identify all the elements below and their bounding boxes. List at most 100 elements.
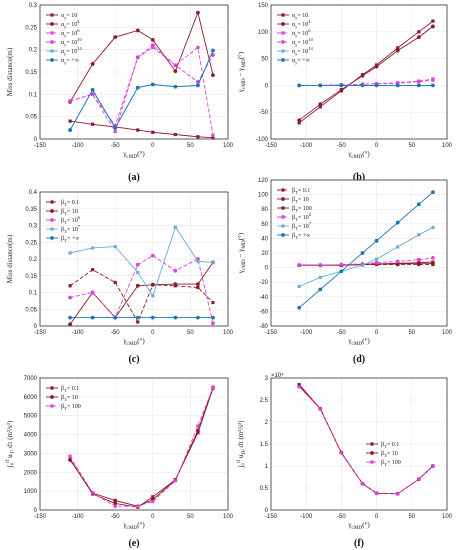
data-point [211, 260, 215, 264]
plot-frame [39, 4, 229, 140]
legend-swatch-marker [281, 197, 285, 201]
chart-panel-e: -150 -100 -50 0 50 10001000200030004000500060… [4, 376, 234, 549]
data-point [318, 83, 323, 88]
y-axis-label: γcMD​ − γMD​(°) [237, 232, 247, 274]
data-point [196, 282, 200, 287]
data-point [417, 30, 421, 34]
x-axis-label: γcMD​(°) [122, 150, 145, 160]
x-tick-label: -50 [111, 514, 120, 520]
data-point [173, 225, 177, 229]
legend-label: αy​= 104​ [292, 19, 311, 29]
data-point [90, 62, 95, 66]
legend-label: βT​= 0.1 [61, 200, 79, 207]
data-point [150, 253, 155, 258]
series-line-1 [298, 26, 434, 121]
x-tick-label: -100 [72, 330, 85, 336]
legend-label: βT​= +∞ [61, 236, 79, 243]
x-tick-label: -50 [337, 143, 346, 149]
y-tick-label: 4000 [24, 433, 38, 439]
x-tick-label: 50 [408, 330, 415, 336]
data-point [196, 259, 200, 263]
series-line-1 [69, 387, 214, 507]
x-tick-label: -100 [72, 143, 85, 149]
data-point [211, 315, 215, 320]
legend-swatch-marker [370, 442, 374, 446]
x-tick-label: -50 [111, 330, 120, 336]
data-point [68, 284, 72, 288]
y-tick-label: -60 [259, 309, 268, 315]
data-point [416, 79, 421, 84]
data-point [113, 501, 117, 505]
series-line-1 [69, 11, 214, 103]
y-tick-label: 2000 [24, 470, 38, 476]
data-point [135, 283, 140, 288]
y-tick-label: 3 [265, 376, 269, 382]
data-point [136, 504, 140, 508]
data-point [431, 464, 435, 468]
data-point [113, 245, 117, 249]
y-axis-label: ∫₀tf​ uT²​ dτ (m²/s³) [4, 420, 16, 468]
legend-swatch-marker [50, 58, 54, 62]
y-tick-label: 0.25 [25, 25, 37, 31]
y-tick-label: 7000 [24, 376, 38, 382]
y-tick-label: 0 [265, 266, 269, 272]
data-point [395, 259, 400, 264]
series-line-4 [299, 227, 434, 287]
data-point [395, 220, 400, 225]
x-tick-label: 100 [442, 514, 453, 520]
legend-swatch-marker [50, 22, 54, 26]
data-point [113, 280, 117, 285]
y-tick-label: 1 [265, 464, 269, 470]
x-tick-label: -50 [337, 330, 346, 336]
x-tick-label: -100 [300, 514, 313, 520]
data-point [297, 305, 302, 310]
data-point [113, 35, 118, 40]
data-point [297, 83, 302, 88]
legend-label: βT​= 0.1 [292, 188, 310, 195]
y-tick-label: 1000 [24, 489, 38, 495]
legend-label: αy​= 10 [61, 13, 77, 20]
series-line-0 [69, 269, 214, 324]
legend-label: αy​= 106​ [61, 28, 80, 38]
x-tick-label: -100 [300, 143, 313, 149]
x-tick-label: 0 [151, 330, 155, 336]
data-point [396, 245, 400, 249]
legend-label: βT​= 100 [381, 460, 401, 467]
data-point [395, 48, 400, 53]
x-tick-label: -150 [265, 143, 278, 149]
data-point [374, 260, 379, 265]
legend-label: αy​= +∞ [292, 58, 310, 65]
chart-panel-c: -150 -100 -50 0 50 100 0 0.05 0.1 0.15 0.2 0.25 0.3 0… [6, 190, 234, 365]
series-line-2 [69, 387, 214, 507]
data-point [374, 238, 379, 243]
data-point [68, 128, 72, 132]
legend-swatch-marker [281, 215, 285, 219]
y-tick-label: 0 [34, 324, 38, 330]
x-tick-label: 50 [187, 514, 194, 520]
legend-label: βT​= 107​ [61, 224, 81, 234]
y-tick-label: 0 [265, 83, 269, 89]
legend-label: αy​= +∞ [61, 58, 79, 65]
y-tick-label: 40 [261, 236, 268, 242]
x-tick-label: -100 [72, 514, 85, 520]
data-point [151, 130, 155, 134]
x-tick-label: 50 [187, 143, 194, 149]
y-tick-label: 0 [34, 137, 38, 143]
x-axis-label: γcMD​(°) [347, 521, 370, 531]
data-point [396, 46, 400, 50]
x-tick-label: 0 [375, 330, 379, 336]
y-tick-label: 6000 [24, 395, 38, 401]
y-tick-label: 2.5 [260, 398, 269, 404]
data-point [150, 315, 155, 320]
y-tick-label: 100 [258, 193, 269, 199]
y-tick-label: -50 [259, 110, 268, 116]
data-point [173, 63, 178, 68]
y-tick-label: 150 [258, 3, 269, 9]
data-point [90, 92, 95, 97]
data-point [211, 385, 215, 390]
data-point [196, 45, 200, 50]
y-tick-label: 0.1 [29, 92, 38, 98]
legend-swatch-marker [50, 49, 54, 53]
